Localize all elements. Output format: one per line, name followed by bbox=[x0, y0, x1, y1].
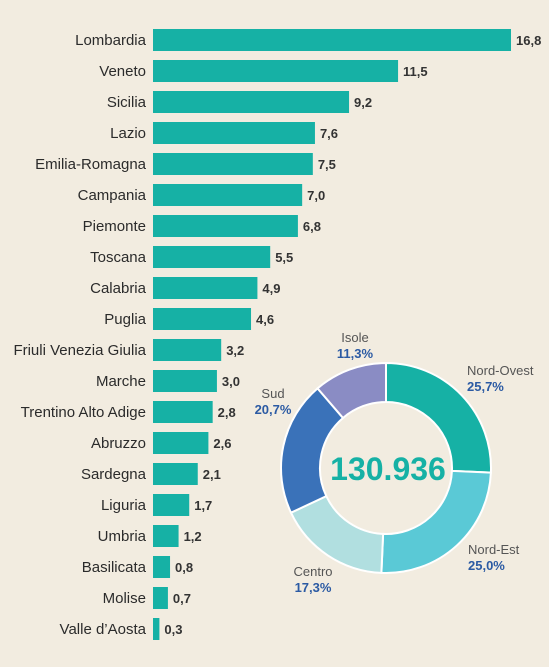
value-label-umbria: 1,2 bbox=[184, 529, 202, 544]
category-label-sicilia: Sicilia bbox=[107, 94, 147, 111]
category-label-campania: Campania bbox=[78, 187, 147, 204]
value-label-sardegna: 2,1 bbox=[203, 467, 221, 482]
category-label-sardegna: Sardegna bbox=[81, 466, 147, 483]
category-label-marche: Marche bbox=[96, 373, 146, 390]
category-label-abruzzo: Abruzzo bbox=[91, 435, 146, 452]
bar-toscana bbox=[153, 246, 271, 268]
bar-sardegna bbox=[153, 463, 198, 485]
category-label-piemonte: Piemonte bbox=[83, 218, 146, 235]
bar-lombardia bbox=[153, 29, 511, 51]
segment-name-nord-est: Nord-Est bbox=[468, 542, 520, 557]
bar-sicilia bbox=[153, 91, 350, 113]
value-label-campania: 7,0 bbox=[307, 188, 325, 203]
bar-valle-d-aosta bbox=[153, 618, 160, 640]
bar-umbria bbox=[153, 525, 179, 547]
bar-marche bbox=[153, 370, 217, 392]
value-label-emilia-romagna: 7,5 bbox=[318, 157, 336, 172]
segment-percent-isole: 11,3% bbox=[337, 346, 374, 361]
bar-molise bbox=[153, 587, 168, 609]
value-label-calabria: 4,9 bbox=[262, 281, 280, 296]
segment-percent-centro: 17,3% bbox=[295, 580, 332, 595]
category-label-toscana: Toscana bbox=[90, 249, 147, 266]
segment-percent-nord-est: 25,0% bbox=[468, 558, 505, 573]
bar-abruzzo bbox=[153, 432, 209, 454]
bar-liguria bbox=[153, 494, 190, 516]
category-label-friuli-venezia-giulia: Friuli Venezia Giulia bbox=[13, 342, 146, 359]
category-label-umbria: Umbria bbox=[98, 528, 147, 545]
donut-segment-isole bbox=[316, 361, 387, 420]
bar-campania bbox=[153, 184, 303, 206]
segment-percent-sud: 20,7% bbox=[255, 402, 292, 417]
segment-name-centro: Centro bbox=[293, 564, 332, 579]
segment-name-nord-ovest: Nord-Ovest bbox=[467, 363, 534, 378]
value-label-lazio: 7,6 bbox=[320, 126, 338, 141]
value-label-sicilia: 9,2 bbox=[354, 95, 372, 110]
value-label-molise: 0,7 bbox=[173, 591, 191, 606]
bar-emilia-romagna bbox=[153, 153, 313, 175]
bar-calabria bbox=[153, 277, 258, 299]
bar-friuli-venezia-giulia bbox=[153, 339, 222, 361]
segment-name-sud: Sud bbox=[261, 386, 284, 401]
segment-name-isole: Isole bbox=[341, 330, 368, 345]
category-label-lazio: Lazio bbox=[110, 125, 146, 142]
category-label-valle-d-aosta: Valle d’Aosta bbox=[60, 621, 147, 638]
value-label-friuli-venezia-giulia: 3,2 bbox=[226, 343, 244, 358]
bar-basilicata bbox=[153, 556, 171, 578]
category-label-calabria: Calabria bbox=[90, 280, 147, 297]
value-label-trentino-alto-adige: 2,8 bbox=[218, 405, 236, 420]
category-label-liguria: Liguria bbox=[101, 497, 147, 514]
value-label-puglia: 4,6 bbox=[256, 312, 274, 327]
category-label-veneto: Veneto bbox=[99, 63, 146, 80]
category-label-puglia: Puglia bbox=[104, 311, 146, 328]
value-label-marche: 3,0 bbox=[222, 374, 240, 389]
donut-center-total: 130.936 bbox=[330, 451, 446, 487]
bar-chart: Lombardia 16,8 Veneto 11,5 Sicilia 9,2 Lazio 7,… bbox=[13, 29, 541, 640]
category-label-trentino-alto-adige: Trentino Alto Adige bbox=[21, 404, 146, 421]
bar-lazio bbox=[153, 122, 315, 144]
bar-puglia bbox=[153, 308, 252, 330]
value-label-veneto: 11,5 bbox=[403, 64, 428, 79]
value-label-toscana: 5,5 bbox=[275, 250, 293, 265]
value-label-piemonte: 6,8 bbox=[303, 219, 321, 234]
value-label-valle-d-aosta: 0,3 bbox=[164, 622, 182, 637]
value-label-abruzzo: 2,6 bbox=[213, 436, 231, 451]
segment-percent-nord-ovest: 25,7% bbox=[467, 379, 504, 394]
bar-veneto bbox=[153, 60, 399, 82]
category-label-lombardia: Lombardia bbox=[75, 32, 147, 49]
bar-piemonte bbox=[153, 215, 298, 237]
bar-trentino-alto-adige bbox=[153, 401, 213, 423]
category-label-emilia-romagna: Emilia-Romagna bbox=[35, 156, 147, 173]
value-label-basilicata: 0,8 bbox=[175, 560, 193, 575]
value-label-liguria: 1,7 bbox=[194, 498, 212, 513]
category-label-molise: Molise bbox=[103, 590, 146, 607]
category-label-basilicata: Basilicata bbox=[82, 559, 147, 576]
donut-segment-centro bbox=[289, 494, 385, 574]
value-label-lombardia: 16,8 bbox=[516, 33, 541, 48]
